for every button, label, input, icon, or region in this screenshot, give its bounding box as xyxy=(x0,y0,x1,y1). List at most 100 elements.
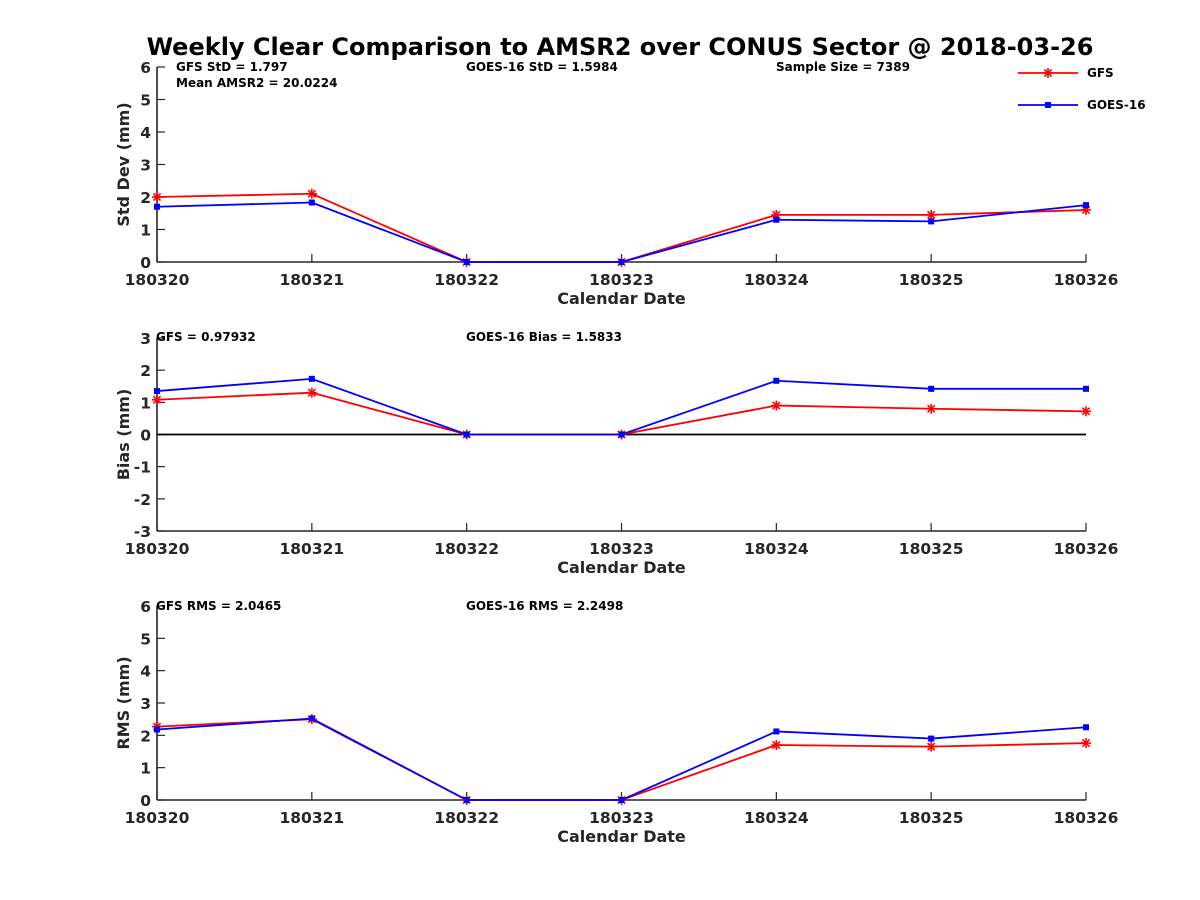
data-point-goes-16 xyxy=(618,259,625,265)
series-goes-16 xyxy=(154,375,1089,438)
data-point-goes-16 xyxy=(154,203,160,210)
data-point-gfs xyxy=(1081,406,1091,417)
data-point-gfs xyxy=(771,740,782,751)
x-tick-label: 180321 xyxy=(279,809,344,827)
data-point-gfs xyxy=(306,188,317,199)
x-tick-label: 180326 xyxy=(1054,809,1119,827)
y-tick-label: 6 xyxy=(140,598,151,616)
legend-label: GFS xyxy=(1087,66,1114,80)
legend-entry: GFS xyxy=(1018,66,1114,80)
data-point-gfs xyxy=(152,192,162,202)
x-axis-label: Calendar Date xyxy=(557,827,686,846)
series-line-gfs xyxy=(156,718,1087,801)
y-tick-label: 4 xyxy=(140,124,151,142)
y-tick-label: 2 xyxy=(140,727,151,745)
annotation: Sample Size = 7389 xyxy=(776,60,910,74)
panel-2: -3 -2 -1 0 1 2 3 180320 180321 180322 180323 180324… xyxy=(114,330,1118,577)
data-point-goes-16 xyxy=(618,431,625,438)
x-tick-label: 180323 xyxy=(589,271,654,289)
x-axis-label: Calendar Date xyxy=(557,289,686,308)
data-point-goes-16 xyxy=(463,797,470,803)
x-tick-label: 180324 xyxy=(744,540,809,558)
data-point-goes-16 xyxy=(1083,385,1089,392)
series-line-gfs xyxy=(156,391,1087,436)
legend-marker xyxy=(1043,68,1053,78)
y-tick-label: 2 xyxy=(140,362,151,380)
y-tick-label: 0 xyxy=(140,427,151,445)
x-tick-label: 180323 xyxy=(589,809,654,827)
annotation: GOES-16 StD = 1.5984 xyxy=(466,60,618,74)
data-point-goes-16 xyxy=(154,726,160,733)
data-point-goes-16 xyxy=(618,797,625,803)
legend: GFS GOES-16 xyxy=(1018,66,1146,112)
y-tick-label: -1 xyxy=(134,459,151,477)
legend-entry: GOES-16 xyxy=(1018,98,1146,112)
data-point-gfs xyxy=(926,403,937,414)
data-point-gfs xyxy=(152,394,162,405)
data-point-goes-16 xyxy=(308,375,315,382)
annotation: GOES-16 RMS = 2.2498 xyxy=(466,599,623,613)
y-tick-label: 1 xyxy=(140,760,151,778)
data-point-gfs xyxy=(926,741,937,752)
y-axis-label: Bias (mm) xyxy=(114,389,133,481)
y-tick-label: 0 xyxy=(140,254,151,272)
data-point-goes-16 xyxy=(463,431,470,438)
legend-label: GOES-16 xyxy=(1087,98,1146,112)
y-tick-label: 0 xyxy=(140,792,151,810)
x-tick-label: 180326 xyxy=(1054,271,1119,289)
panel-1: 0 1 2 3 4 5 6 180320 180321 180322 180323 180324 180… xyxy=(114,59,1118,308)
x-tick-label: 180324 xyxy=(744,271,809,289)
annotation: GFS RMS = 2.0465 xyxy=(156,599,281,613)
series-line-goes-16 xyxy=(156,377,1086,436)
panel-3: 0 1 2 3 4 5 6 180320 180321 180322 180323 180324 180… xyxy=(114,598,1118,846)
data-point-goes-16 xyxy=(773,216,780,223)
series-goes-16 xyxy=(154,199,1089,265)
x-tick-label: 180322 xyxy=(434,809,499,827)
x-tick-label: 180321 xyxy=(279,271,344,289)
y-tick-label: 3 xyxy=(140,330,151,348)
series-line-goes-16 xyxy=(156,201,1087,263)
data-point-goes-16 xyxy=(928,735,935,742)
y-tick-label: 3 xyxy=(140,695,151,713)
x-tick-label: 180325 xyxy=(899,271,964,289)
y-axis-label: RMS (mm) xyxy=(114,656,133,749)
data-point-gfs xyxy=(926,209,937,220)
y-tick-label: 5 xyxy=(140,92,151,110)
series-line-gfs xyxy=(156,192,1087,263)
x-tick-label: 180322 xyxy=(434,271,499,289)
data-point-gfs xyxy=(306,387,317,398)
y-tick-label: 3 xyxy=(140,157,151,175)
legend-marker xyxy=(1045,102,1051,108)
x-tick-label: 180325 xyxy=(899,540,964,558)
annotation: Mean AMSR2 = 20.0224 xyxy=(176,76,337,90)
data-point-goes-16 xyxy=(154,388,160,395)
data-point-goes-16 xyxy=(463,259,470,265)
y-tick-label: 1 xyxy=(140,394,151,412)
x-tick-label: 180320 xyxy=(125,271,190,289)
x-tick-label: 180325 xyxy=(899,809,964,827)
x-tick-label: 180326 xyxy=(1054,540,1119,558)
annotation: GFS = 0.97932 xyxy=(156,330,256,344)
data-point-goes-16 xyxy=(773,377,780,384)
x-tick-label: 180324 xyxy=(744,809,809,827)
data-point-goes-16 xyxy=(1083,724,1089,731)
data-point-goes-16 xyxy=(1083,202,1089,209)
y-tick-label: 2 xyxy=(140,189,151,207)
data-point-goes-16 xyxy=(928,385,935,392)
y-tick-label: 1 xyxy=(140,222,151,240)
y-tick-label: 4 xyxy=(140,663,151,681)
x-tick-label: 180320 xyxy=(125,540,190,558)
y-tick-label: 5 xyxy=(140,630,151,648)
annotation: GOES-16 Bias = 1.5833 xyxy=(466,330,622,344)
data-point-goes-16 xyxy=(308,199,315,206)
data-point-goes-16 xyxy=(308,715,315,722)
data-point-gfs xyxy=(1081,738,1091,749)
y-tick-label: -2 xyxy=(134,491,151,509)
x-tick-label: 180321 xyxy=(279,540,344,558)
annotation: GFS StD = 1.797 xyxy=(176,60,288,74)
data-point-goes-16 xyxy=(773,728,780,735)
plots-container: 0 1 2 3 4 5 6 180320 180321 180322 180323 180324 180… xyxy=(114,59,1118,846)
series-gfs xyxy=(152,714,1091,805)
data-point-gfs xyxy=(771,400,782,411)
